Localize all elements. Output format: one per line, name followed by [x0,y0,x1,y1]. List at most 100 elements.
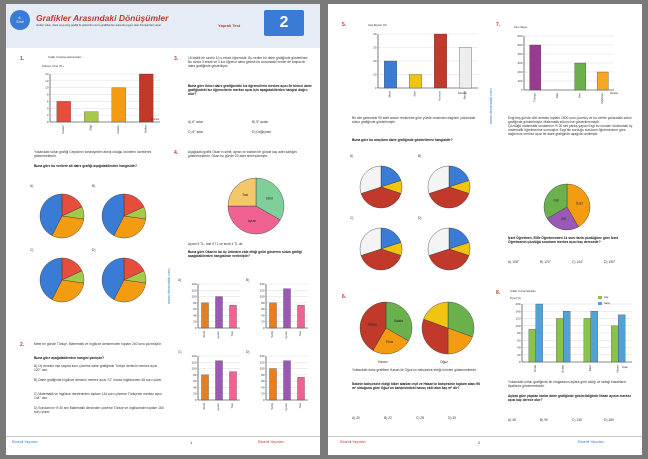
q2-option-b[interactable]: B) Daire grafiğinde İngilizce dersinin m… [34,378,163,382]
q8-number: 8. [496,290,501,296]
q1-pie-b [101,193,147,239]
q1-pie-d [101,257,147,303]
q4-option-a[interactable]: A) [178,278,182,282]
q7-option-b[interactable]: B) 120° [540,260,552,264]
bar [596,71,609,91]
footer-line-2 [328,436,642,437]
q4-bar-a: 0 20 40 60 80 100 120 140 Simit Ayran Tost [191,282,240,339]
q7-xlabel: Dersler [610,92,619,95]
q1-option-b[interactable]: B) [92,184,96,188]
q8-option-c[interactable]: C) 135 [572,418,582,422]
bar [574,62,587,91]
site-vertical: www.dersmatik.com [166,268,171,304]
q6-text: Yukarıdaki daire grafikleri Hasan ile Oğ… [352,368,477,372]
footer-brand-right: Eksenli Yayınları [258,440,284,444]
q5-option-c[interactable]: C) [350,216,354,220]
pie-slice [39,257,63,300]
x-tick-label: Simit [270,331,274,338]
q5-option-a[interactable]: A) [350,154,354,158]
q1-option-a[interactable]: A) [30,184,34,188]
q8-option-d[interactable]: D) 180 [604,418,614,422]
q3-option-a[interactable]: A) 6° artar [188,120,204,124]
q6-option-d[interactable]: D) 30 [448,416,457,420]
x-tick-label: Ayran [284,403,288,411]
bar [139,73,154,123]
q6-option-c[interactable]: C) 28 [416,416,425,420]
q6-pie-hasan: Salata Elma Havuç [359,301,413,355]
q1-option-d[interactable]: D) [92,248,96,252]
q4-option-d[interactable]: D) [246,350,250,354]
q4-option-c[interactable]: C) [178,350,182,354]
page-title: Grafikler Arasındaki Dönüşümler [36,13,169,23]
bar [229,305,237,329]
q6-number: 6. [342,294,347,300]
q5-question: Buna göre bu araçların daire grafiğinde … [352,138,453,142]
y-tick-label: 20 [193,392,197,396]
q2-option-a[interactable]: A) Üç dersten eşit sayıda soru çözerse d… [34,364,158,373]
y-tick-label: 120 [259,360,264,364]
x-tick-label: Kalem [61,125,65,134]
y-tick-label: 40 [517,346,521,350]
q7-question: İzzet Öğretmen, Elife Öğretmenden 14 sor… [508,236,619,245]
q8-option-b[interactable]: B) 90 [540,418,548,422]
q1-option-c[interactable]: C) [30,248,34,252]
q6-option-a[interactable]: A) 20 [352,416,360,420]
footer-line [6,436,320,437]
pie-label: Tost [242,193,248,197]
q5-option-b[interactable]: B) [418,154,422,158]
q8-option-a[interactable]: A) 45 [508,418,516,422]
y-tick-label: 4 [47,106,49,110]
bar [529,44,542,91]
q7-option-a[interactable]: A) 108° [508,260,520,264]
bar [283,360,291,401]
q3-option-d[interactable]: D) Değişmez [252,130,272,134]
pie-slice [359,165,382,194]
bar [229,371,237,401]
pie-slice [51,215,85,239]
right-page: 5. Ateş Boyları (%) 0 10 20 30 40 Mavi Sarı Kır… [328,4,642,455]
pie-slice [427,165,450,194]
q3-question: Buna göre ikinci daire grafiğindeki kız … [188,84,312,97]
q6-option-b[interactable]: B) 22 [384,416,392,420]
pie-slice [360,186,402,209]
q7-option-c[interactable]: C) 144° [572,260,584,264]
x-tick-label: Ayran [216,331,220,339]
x-tick-label: Ocak [533,365,537,373]
bar [201,302,209,329]
y-tick-label: 120 [191,360,196,364]
q6-pie-oguz [421,301,475,355]
q5-ylabel: Ateş Boyları (%) [368,24,387,27]
q3-option-b[interactable]: B) 5° azalır [252,120,269,124]
y-tick-label: 60 [193,379,197,383]
y-tick-label: 120 [259,288,264,292]
bar [215,296,223,329]
bar [611,325,619,363]
q4-pie-chart: Simit Ayran Tost [227,177,285,235]
bar [215,360,223,401]
q5-pie-a [359,165,403,209]
bar [459,47,472,89]
y-tick-label: 0 [263,398,265,402]
y-tick-label: 100 [259,367,264,371]
bar [583,318,591,363]
x-tick-label: Simit [202,403,206,410]
q4-option-b[interactable]: B) [246,278,250,282]
q2-option-d[interactable]: D) Sorularının % 30 sini Matematik dersi… [34,406,164,415]
y-tick-label: 20 [261,320,265,324]
q5-xlabel: Renkler [458,92,467,95]
y-tick-label: 160 [515,302,520,306]
y-tick-label: 140 [259,354,264,358]
pie-slice [227,177,257,207]
q6-name-oguz: Oğuz [440,360,448,364]
q3-option-c[interactable]: C) 6° artar [188,130,204,134]
pie-slice [113,279,147,303]
q5-option-d[interactable]: D) [418,216,422,220]
y-tick-label: 20 [517,353,521,357]
page-subtitle: Verilen sütun, daire veya çizgi grafiği … [36,24,162,27]
q7-option-d[interactable]: D) 150° [604,260,616,264]
y-tick-label: 80 [261,373,265,377]
y-tick-label: 600 [517,34,522,38]
y-tick-label: 140 [259,282,264,286]
q2-option-c[interactable]: C) Matematik ve İngilizce derslerinden t… [34,392,162,401]
y-tick-label: 0 [375,86,377,90]
